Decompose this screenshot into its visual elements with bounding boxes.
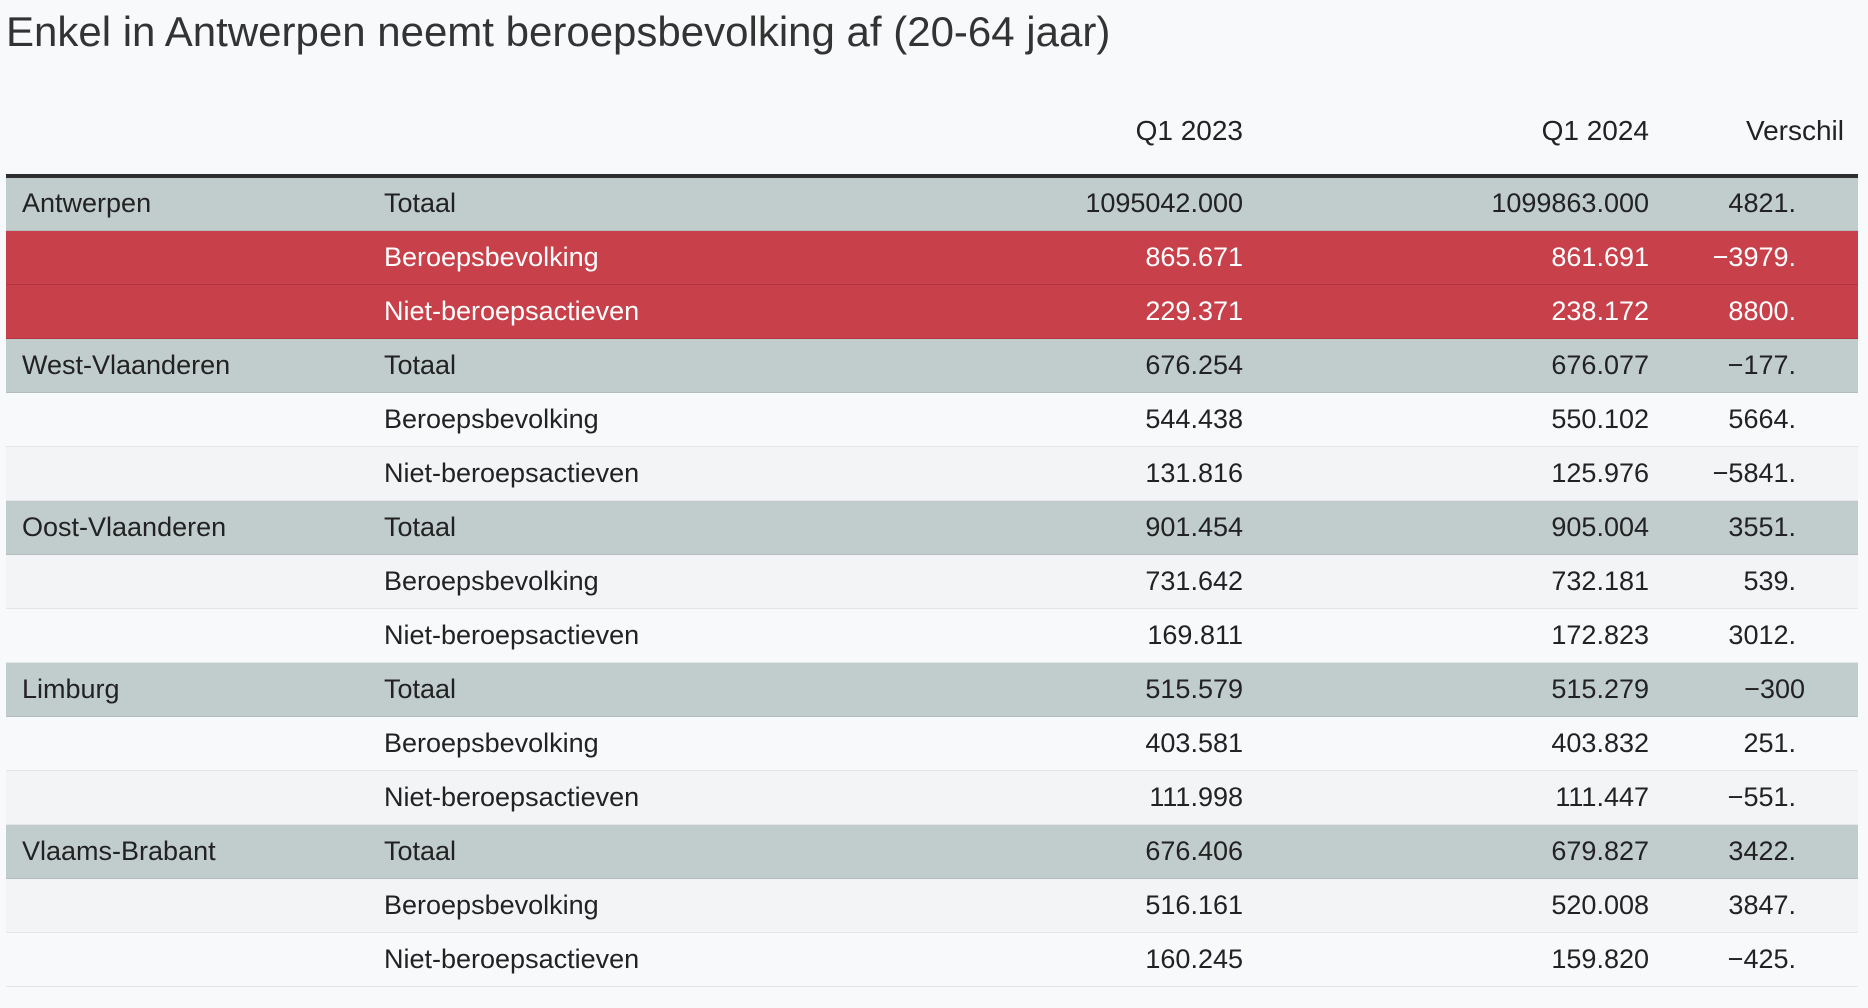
table-row: Beroepsbevolking 731.642 732.181 539. <box>6 554 1858 609</box>
category-cell: Niet-beroepsactieven <box>360 284 750 339</box>
region-cell <box>6 932 360 987</box>
region-cell <box>6 770 360 825</box>
q1-2023-cell: 169.811 <box>750 608 1243 663</box>
category-cell: Niet-beroepsactieven <box>360 932 750 987</box>
q1-2023-cell: 676.406 <box>750 824 1243 879</box>
category-cell: Beroepsbevolking <box>360 392 750 447</box>
verschil-cell: −177. <box>1649 338 1858 393</box>
verschil-cell: 3847. <box>1649 878 1858 933</box>
q1-2024-cell: 1099863.000 <box>1243 176 1649 231</box>
data-table: Q1 2023 Q1 2024 Verschil Antwerpen Totaa… <box>6 96 1858 987</box>
table-row: Oost-Vlaanderen Totaal 901.454 905.004 3… <box>6 500 1858 555</box>
verschil-cell: 3012. <box>1649 608 1858 663</box>
table-row: Beroepsbevolking 544.438 550.102 5664. <box>6 392 1858 447</box>
chart-title: Enkel in Antwerpen neemt beroepsbevolkin… <box>6 8 1111 55</box>
q1-2023-cell: 901.454 <box>750 500 1243 555</box>
q1-2024-cell: 679.827 <box>1243 824 1649 879</box>
verschil-cell: 3551. <box>1649 500 1858 555</box>
region-cell <box>6 284 360 339</box>
category-cell: Niet-beroepsactieven <box>360 608 750 663</box>
q1-2024-cell: 676.077 <box>1243 338 1649 393</box>
region-cell: Vlaams-Brabant <box>6 824 360 879</box>
verschil-cell: 8800. <box>1649 284 1858 339</box>
q1-2023-cell: 403.581 <box>750 716 1243 771</box>
verschil-cell: 4821. <box>1649 176 1858 231</box>
table-body: Antwerpen Totaal 1095042.000 1099863.000… <box>6 176 1858 987</box>
region-cell: West-Vlaanderen <box>6 338 360 393</box>
q1-2023-cell: 676.254 <box>750 338 1243 393</box>
q1-2023-cell: 544.438 <box>750 392 1243 447</box>
verschil-cell: 251. <box>1649 716 1858 771</box>
region-cell <box>6 230 360 285</box>
table-row: Vlaams-Brabant Totaal 676.406 679.827 34… <box>6 824 1858 879</box>
category-cell: Totaal <box>360 662 750 717</box>
category-cell: Beroepsbevolking <box>360 230 750 285</box>
q1-2024-cell: 159.820 <box>1243 932 1649 987</box>
region-cell: Antwerpen <box>6 176 360 231</box>
region-cell <box>6 608 360 663</box>
header-row: Q1 2023 Q1 2024 Verschil <box>6 96 1858 178</box>
category-cell: Beroepsbevolking <box>360 554 750 609</box>
q1-2023-cell: 516.161 <box>750 878 1243 933</box>
q1-2024-cell: 550.102 <box>1243 392 1649 447</box>
table-row-highlighted: Beroepsbevolking 865.671 861.691 −3979. <box>6 230 1858 285</box>
header-q1-2024: Q1 2024 <box>1243 96 1649 178</box>
q1-2023-cell: 160.245 <box>750 932 1243 987</box>
table-row: Beroepsbevolking 516.161 520.008 3847. <box>6 878 1858 933</box>
category-cell: Totaal <box>360 824 750 879</box>
region-cell <box>6 554 360 609</box>
region-cell: Limburg <box>6 662 360 717</box>
q1-2023-cell: 131.816 <box>750 446 1243 501</box>
table-row: West-Vlaanderen Totaal 676.254 676.077 −… <box>6 338 1858 393</box>
q1-2024-cell: 515.279 <box>1243 662 1649 717</box>
table-row-highlighted: Niet-beroepsactieven 229.371 238.172 880… <box>6 284 1858 339</box>
q1-2023-cell: 515.579 <box>750 662 1243 717</box>
category-cell: Totaal <box>360 500 750 555</box>
q1-2024-cell: 238.172 <box>1243 284 1649 339</box>
q1-2023-cell: 865.671 <box>750 230 1243 285</box>
verschil-cell: −551. <box>1649 770 1858 825</box>
table-row: Niet-beroepsactieven 160.245 159.820 −42… <box>6 932 1858 987</box>
table-row: Niet-beroepsactieven 169.811 172.823 301… <box>6 608 1858 663</box>
table-row: Niet-beroepsactieven 131.816 125.976 −58… <box>6 446 1858 501</box>
table-row: Niet-beroepsactieven 111.998 111.447 −55… <box>6 770 1858 825</box>
category-cell: Niet-beroepsactieven <box>360 446 750 501</box>
verschil-cell: 3422. <box>1649 824 1858 879</box>
q1-2024-cell: 905.004 <box>1243 500 1649 555</box>
header-verschil: Verschil <box>1649 96 1858 178</box>
verschil-cell: 539. <box>1649 554 1858 609</box>
region-cell <box>6 392 360 447</box>
q1-2024-cell: 172.823 <box>1243 608 1649 663</box>
table-row: Antwerpen Totaal 1095042.000 1099863.000… <box>6 176 1858 231</box>
region-cell <box>6 446 360 501</box>
region-cell <box>6 878 360 933</box>
verschil-cell: 5664. <box>1649 392 1858 447</box>
category-cell: Totaal <box>360 338 750 393</box>
q1-2024-cell: 861.691 <box>1243 230 1649 285</box>
q1-2024-cell: 520.008 <box>1243 878 1649 933</box>
header-category <box>360 96 750 178</box>
q1-2024-cell: 403.832 <box>1243 716 1649 771</box>
category-cell: Beroepsbevolking <box>360 878 750 933</box>
q1-2023-cell: 1095042.000 <box>750 176 1243 231</box>
q1-2023-cell: 229.371 <box>750 284 1243 339</box>
region-cell: Oost-Vlaanderen <box>6 500 360 555</box>
verschil-cell: −300 <box>1649 662 1858 717</box>
category-cell: Totaal <box>360 176 750 231</box>
header-q1-2023: Q1 2023 <box>750 96 1243 178</box>
verschil-cell: −425. <box>1649 932 1858 987</box>
q1-2023-cell: 731.642 <box>750 554 1243 609</box>
region-cell <box>6 716 360 771</box>
table-row: Limburg Totaal 515.579 515.279 −300 <box>6 662 1858 717</box>
header-region <box>6 96 360 178</box>
verschil-cell: −5841. <box>1649 446 1858 501</box>
category-cell: Niet-beroepsactieven <box>360 770 750 825</box>
table-row: Beroepsbevolking 403.581 403.832 251. <box>6 716 1858 771</box>
q1-2024-cell: 111.447 <box>1243 770 1649 825</box>
q1-2023-cell: 111.998 <box>750 770 1243 825</box>
q1-2024-cell: 732.181 <box>1243 554 1649 609</box>
q1-2024-cell: 125.976 <box>1243 446 1649 501</box>
category-cell: Beroepsbevolking <box>360 716 750 771</box>
verschil-cell: −3979. <box>1649 230 1858 285</box>
